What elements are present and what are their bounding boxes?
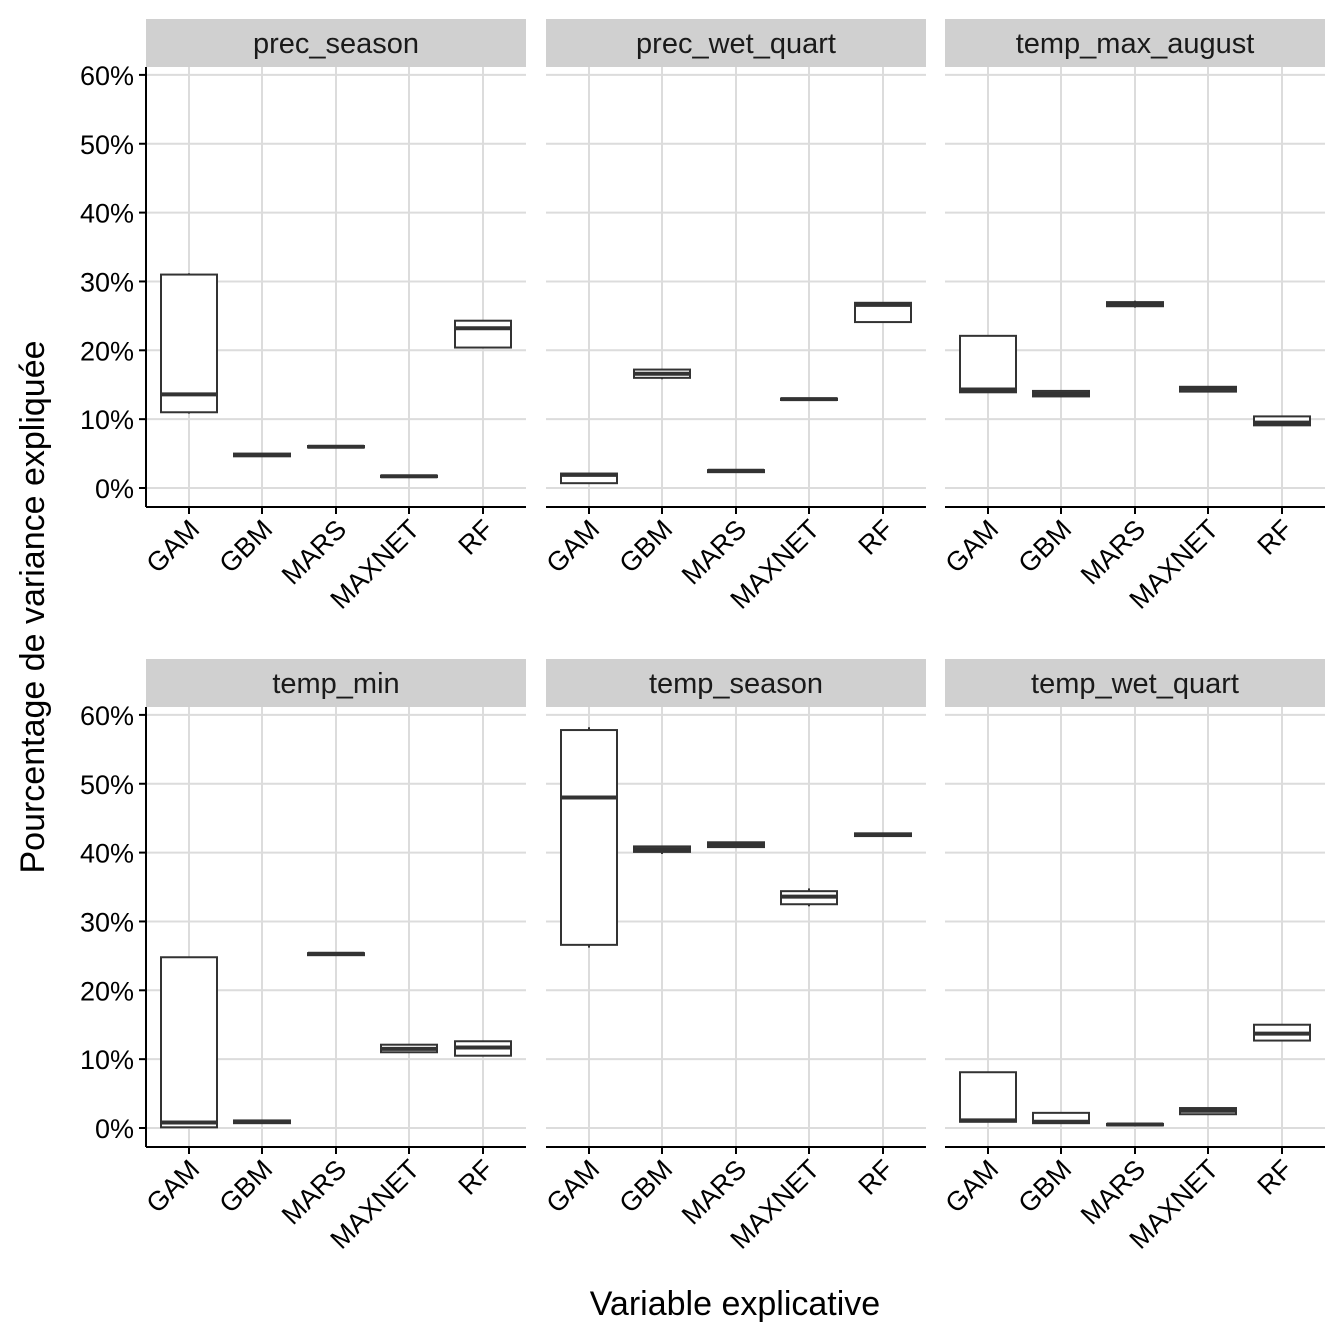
box-MARS <box>707 841 765 849</box>
x-tick-label: GAM <box>141 1154 206 1219</box>
y-tick-label: 30% <box>80 267 134 297</box>
box-MARS <box>707 468 765 474</box>
box-GAM <box>560 727 618 948</box>
box-RF <box>454 319 512 349</box>
box-MARS <box>307 951 365 957</box>
facet-strip-label: temp_max_august <box>1016 28 1255 60</box>
y-axis-title: Pourcentage de variance expliquée <box>14 340 52 873</box>
x-tick-label: GAM <box>541 514 606 579</box>
box-RF <box>454 1040 512 1057</box>
box-MAXNET <box>780 888 838 907</box>
box-iqr <box>560 729 618 946</box>
box-iqr <box>959 1071 1017 1123</box>
box-GAM <box>560 472 618 485</box>
facet-strip <box>146 19 526 67</box>
y-tick-label: 20% <box>80 336 134 366</box>
box-RF <box>1253 415 1311 427</box>
x-tick-label: GBM <box>614 514 679 579</box>
facet-strip-label: temp_wet_quart <box>1031 668 1239 700</box>
box-RF <box>854 832 912 838</box>
x-tick-label: GAM <box>541 1154 606 1219</box>
facet-strip-label: prec_season <box>253 28 419 60</box>
y-tick-label: 10% <box>80 405 134 435</box>
x-tick-label: GBM <box>1013 514 1078 579</box>
y-tick-label: 40% <box>80 839 134 869</box>
facet-strip-label: temp_season <box>649 668 823 700</box>
x-tick-label: GBM <box>1013 1154 1078 1219</box>
box-MARS <box>1106 1122 1164 1127</box>
box-GAM <box>959 1071 1017 1123</box>
box-GBM <box>233 1119 291 1125</box>
y-tick-label: 60% <box>80 61 134 91</box>
y-tick-label: 30% <box>80 907 134 937</box>
box-MARS <box>307 444 365 449</box>
y-tick-label: 0% <box>95 1114 134 1144</box>
box-RF <box>854 301 912 324</box>
x-tick-label: GAM <box>141 514 206 579</box>
facet-strip <box>146 659 526 707</box>
box-MAXNET <box>380 474 438 479</box>
y-tick-label: 50% <box>80 770 134 800</box>
box-GBM <box>633 845 691 854</box>
box-MAXNET <box>780 397 838 402</box>
x-tick-label: RF <box>853 1154 900 1201</box>
box-RF <box>1253 1023 1311 1042</box>
x-axis-title: Variable explicative <box>590 1285 880 1323</box>
box-GBM <box>233 452 291 458</box>
x-tick-label: GAM <box>940 1154 1005 1219</box>
y-tick-label: 40% <box>80 199 134 229</box>
box-GBM <box>1032 389 1090 398</box>
box-MARS <box>1106 300 1164 308</box>
y-tick-label: 60% <box>80 701 134 731</box>
x-tick-label: RF <box>853 514 900 561</box>
y-tick-label: 50% <box>80 130 134 160</box>
y-tick-label: 20% <box>80 976 134 1006</box>
x-tick-label: GBM <box>614 1154 679 1219</box>
box-iqr <box>160 273 218 414</box>
y-tick-label: 0% <box>95 474 134 504</box>
box-iqr <box>854 301 912 324</box>
box-GBM <box>633 368 691 380</box>
x-tick-label: RF <box>453 1154 500 1201</box>
facet-strip <box>945 659 1325 707</box>
x-tick-label: RF <box>453 514 500 561</box>
box-GBM <box>1032 1111 1090 1125</box>
y-tick-label: 10% <box>80 1045 134 1075</box>
facet-strip <box>546 659 926 707</box>
x-tick-label: GBM <box>214 514 279 579</box>
box-iqr <box>160 956 218 1129</box>
x-tick-label: GAM <box>940 514 1005 579</box>
x-tick-label: RF <box>1252 1154 1299 1201</box>
box-GAM <box>160 956 218 1129</box>
box-MAXNET <box>1179 1107 1237 1116</box>
facet-strip <box>546 19 926 67</box>
facet-strip-label: temp_min <box>272 668 399 700</box>
x-tick-label: RF <box>1252 514 1299 561</box>
box-MAXNET <box>1179 385 1237 393</box>
box-GAM <box>160 273 218 414</box>
box-iqr <box>454 319 512 349</box>
box-MAXNET <box>380 1043 438 1054</box>
x-tick-label: GBM <box>214 1154 279 1219</box>
facet-strip <box>945 19 1325 67</box>
box-GAM <box>959 334 1017 394</box>
facet-strip-label: prec_wet_quart <box>636 28 836 60</box>
box-iqr <box>959 334 1017 394</box>
